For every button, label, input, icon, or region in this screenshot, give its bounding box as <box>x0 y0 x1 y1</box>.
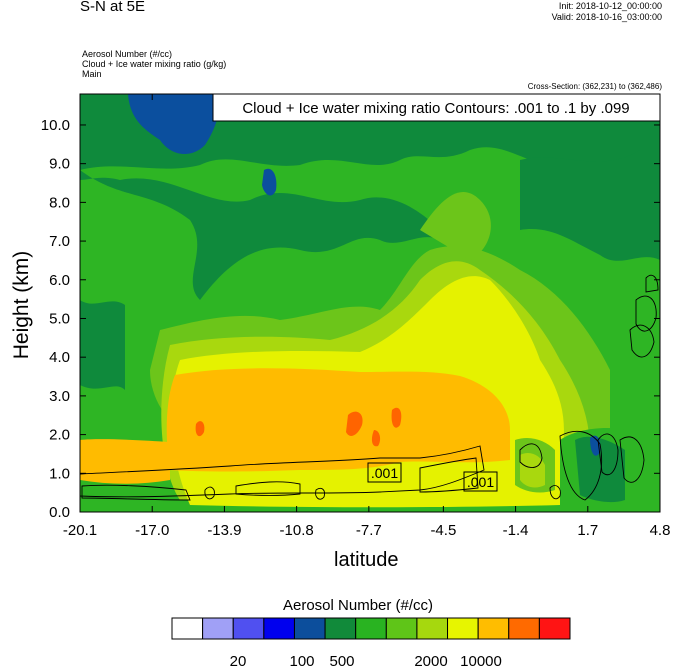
x-tick-label-4: -7.7 <box>356 522 382 539</box>
fill-region-9 <box>166 368 510 472</box>
y-tick-label-4: 4.0 <box>49 349 70 366</box>
colorbar-swatch-2 <box>232 617 265 640</box>
colorbar-tick-label-0: 20 <box>230 653 247 668</box>
colorbar: 20 100 500 2000 10000 <box>171 617 571 668</box>
contour-line-4 <box>519 443 543 468</box>
contour-line-1 <box>81 484 191 501</box>
fill-region-21 <box>520 453 545 488</box>
x-tick-label-2: -13.9 <box>207 522 241 539</box>
contour-line-2 <box>419 457 479 493</box>
y-tick-label-6: 6.0 <box>49 272 70 289</box>
x-tick-label-5: -4.5 <box>430 522 456 539</box>
fill-region-6 <box>420 191 491 260</box>
y-tick-label-5: 5.0 <box>49 310 70 327</box>
colorbar-tick-label-3: 2000 <box>414 653 447 668</box>
fill-region-11 <box>346 411 363 436</box>
colorbar-swatch-10 <box>477 617 510 640</box>
colorbar-swatch-3 <box>263 617 295 640</box>
fill-region-3 <box>80 300 125 390</box>
aerosol-fill <box>80 94 660 512</box>
y-tick-label-0: 0.0 <box>49 504 70 521</box>
x-tick-label-8: 4.8 <box>650 522 671 539</box>
contour-legend-text: Cloud + Ice water mixing ratio Contours:… <box>242 100 629 117</box>
contour-line-3 <box>235 481 301 496</box>
time-info: Init: 2018-10-12_00:00:00 Valid: 2018-10… <box>552 1 662 23</box>
colorbar-swatch-1 <box>202 617 234 640</box>
contour-label-box-0 <box>367 462 402 483</box>
contour-label-text-0: .001 <box>371 465 398 481</box>
x-tick-label-6: -1.4 <box>503 522 529 539</box>
fill-region-14 <box>371 430 381 447</box>
x-axis-label: latitude <box>334 549 399 571</box>
x-tick-label-0: -20.1 <box>63 522 97 539</box>
cross-section-info: Cross-Section: (362,231) to (362,486) <box>527 82 662 91</box>
colorbar-swatch-4 <box>293 617 326 640</box>
fill-region-18 <box>575 436 625 503</box>
contour-line-10 <box>204 486 215 500</box>
colorbar-title: Aerosol Number (#/cc) <box>283 597 434 614</box>
x-tick-label-1: -17.0 <box>135 522 169 539</box>
y-axis-label: Height (km) <box>10 250 33 360</box>
colorbar-swatch-6 <box>355 617 387 640</box>
contour-value-label-1: .001 <box>463 471 498 492</box>
contour-line-12 <box>549 485 561 500</box>
colorbar-swatch-5 <box>324 617 357 640</box>
y-tick-label-7: 7.0 <box>49 233 70 250</box>
colorbar-swatch-12 <box>538 617 571 640</box>
plot-title: S-N at 5E <box>80 0 146 15</box>
fill-region-10 <box>80 439 170 484</box>
axes: -20.1 -17.0 -13.9 -10.8 -7.7 -4.5 -1.4 1.7 4.8 0.… <box>41 94 671 539</box>
x-tick-label-3: -10.8 <box>280 522 314 539</box>
y-tick-label-2: 2.0 <box>49 427 70 444</box>
y-tick-label-8: 8.0 <box>49 194 70 211</box>
contour-label-box-1 <box>463 471 498 492</box>
colorbar-tick-label-4: 10000 <box>460 653 502 668</box>
y-tick-label-1: 1.0 <box>49 465 70 482</box>
fill-region-2 <box>80 170 440 300</box>
colorbar-tick-label-2: 500 <box>329 653 354 668</box>
colorbar-swatch-9 <box>447 617 479 640</box>
contour-line-11 <box>315 487 325 500</box>
x-tick-label-7: 1.7 <box>577 522 598 539</box>
fill-region-15 <box>128 94 221 155</box>
y-tick-label-10: 10.0 <box>41 117 70 134</box>
colorbar-swatch-7 <box>385 617 418 640</box>
contour-line-9 <box>629 324 655 358</box>
colorbar-swatch-11 <box>508 617 540 640</box>
info-line-cloud: Cloud + Ice water mixing ratio (g/kg) <box>82 59 227 69</box>
y-tick-label-9: 9.0 <box>49 156 70 173</box>
contour-line-0 <box>80 445 485 498</box>
y-tick-label-3: 3.0 <box>49 388 70 405</box>
contour-line-13 <box>645 274 659 293</box>
field-info: Aerosol Number (#/cc) Cloud + Ice water … <box>82 49 226 79</box>
valid-time: Valid: 2018-10-16_03:00:00 <box>551 12 662 22</box>
colorbar-swatch-8 <box>416 617 449 640</box>
fill-region-12 <box>391 407 402 428</box>
contour-line-5 <box>559 430 603 501</box>
info-line-main: Main <box>82 69 102 79</box>
colorbar-tick-label-1: 100 <box>289 653 314 668</box>
contour-legend-box <box>212 93 661 122</box>
contour-value-label-0: .001 <box>367 462 402 483</box>
contour-legend: Cloud + Ice water mixing ratio Contours:… <box>212 93 661 122</box>
cloud-contours: .001 .001 <box>80 274 659 501</box>
contour-line-7 <box>619 436 645 483</box>
contour-line-6 <box>597 433 619 476</box>
fill-region-13 <box>195 421 205 437</box>
fill-region-16 <box>262 168 277 196</box>
init-time: Init: 2018-10-12_00:00:00 <box>558 1 662 11</box>
contour-label-text-1: .001 <box>467 474 494 490</box>
info-line-aerosol: Aerosol Number (#/cc) <box>82 49 173 59</box>
colorbar-swatch-0 <box>171 617 204 640</box>
fill-region-4 <box>520 150 660 261</box>
